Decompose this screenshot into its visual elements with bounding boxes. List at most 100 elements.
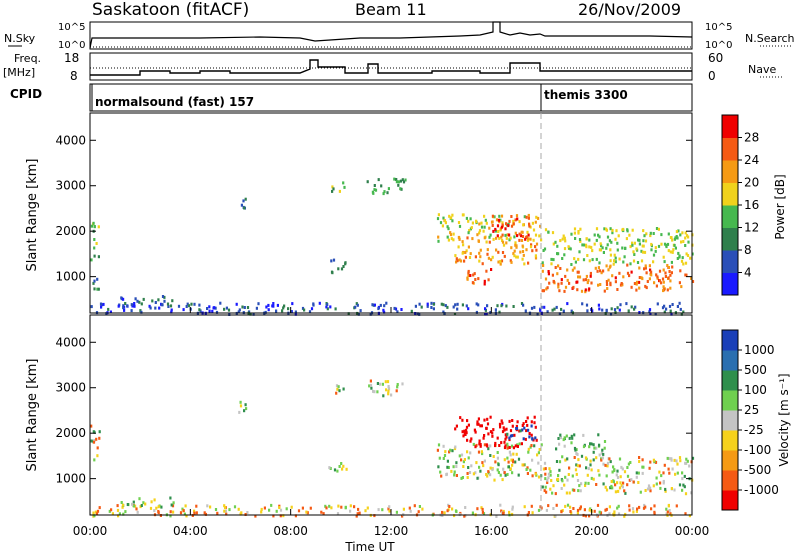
velocity-cell [496, 468, 499, 472]
power-cell [264, 310, 267, 314]
velocity-cell [149, 506, 153, 510]
power-cell [649, 231, 652, 235]
velocity-cb-label: 1000 [744, 343, 775, 357]
velocity-cell [503, 446, 507, 450]
power-cell [466, 236, 469, 240]
power-cell [451, 219, 454, 223]
velocity-cell [489, 473, 492, 477]
power-cell [452, 238, 455, 242]
power-cell [531, 249, 534, 253]
power-cell [648, 310, 651, 314]
power-cell [480, 225, 484, 229]
velocity-cell [647, 484, 651, 488]
power-cell [603, 289, 606, 293]
power-cell [208, 309, 211, 313]
power-cell [679, 307, 682, 311]
power-cell [515, 255, 518, 259]
velocity-cell [98, 430, 101, 434]
power-cell [551, 308, 554, 312]
velocity-cell [92, 430, 95, 434]
power-cell [522, 253, 525, 257]
velocity-cell [590, 476, 593, 480]
power-cell [494, 308, 497, 312]
power-cell [475, 302, 478, 306]
velocity-cell [500, 441, 503, 445]
velocity-cell [437, 465, 440, 469]
velocity-cell [481, 510, 484, 514]
velocity-cell [184, 504, 187, 508]
velocity-swatch [722, 430, 738, 451]
velocity-cell [566, 503, 570, 507]
power-cell [149, 306, 152, 310]
power-cell [521, 244, 524, 248]
velocity-cell [224, 509, 227, 513]
velocity-swatch [722, 410, 738, 431]
velocity-cb-label: 25 [744, 403, 759, 417]
power-cell [616, 288, 619, 291]
power-cell [330, 259, 333, 263]
velocity-cell [676, 471, 679, 475]
power-cell [655, 227, 659, 230]
velocity-cell [336, 512, 340, 516]
power-cell [676, 257, 679, 260]
velocity-cell [364, 509, 367, 513]
velocity-cell [160, 505, 163, 509]
power-cell [308, 310, 312, 314]
velocity-cell [491, 468, 494, 472]
velocity-cell [477, 450, 481, 454]
power-cell [513, 235, 516, 239]
power-cell [485, 221, 488, 225]
power-cell [546, 286, 549, 290]
velocity-cell [439, 470, 442, 474]
power-cell [510, 215, 513, 218]
velocity-cell [328, 466, 331, 470]
velocity-cell [561, 455, 564, 459]
velocity-cell [355, 514, 358, 518]
power-cell [557, 282, 560, 286]
velocity-cell [437, 443, 441, 447]
power-cell [395, 180, 398, 184]
velocity-cell [487, 447, 490, 451]
power-cell [686, 254, 690, 257]
power-cell [469, 252, 472, 256]
velocity-cell [466, 476, 469, 479]
date-title: 26/Nov/2009 [578, 0, 681, 19]
power-cell [670, 312, 673, 316]
power-cell [371, 190, 374, 194]
power-cell [267, 308, 270, 312]
power-cell [520, 239, 524, 242]
velocity-cell [681, 471, 684, 475]
velocity-cell [479, 424, 482, 428]
power-swatch [722, 160, 738, 183]
velocity-cell [472, 472, 475, 476]
velocity-cell [545, 490, 548, 494]
velocity-cell [305, 510, 308, 514]
velocity-cell [224, 506, 227, 509]
velocity-cell [562, 438, 565, 442]
power-cell [556, 244, 559, 248]
velocity-cell [206, 504, 209, 508]
power-cell [533, 305, 536, 309]
power-cell [669, 273, 672, 277]
velocity-cell [554, 492, 557, 496]
power-cell [142, 297, 145, 301]
power-cell [486, 304, 489, 308]
power-cell [516, 234, 519, 238]
velocity-cb-label: -100 [744, 443, 771, 457]
power-cell [586, 254, 589, 257]
velocity-cell [683, 485, 686, 489]
velocity-cell [479, 469, 482, 473]
power-cell [662, 280, 665, 284]
velocity-cell [623, 489, 626, 493]
power-region-5 [331, 181, 346, 193]
velocity-colorbar-label: Velocity [m s⁻¹] [777, 373, 791, 466]
velocity-cell [486, 474, 489, 478]
power-cell [532, 228, 536, 232]
velocity-cell [438, 456, 441, 460]
power-cell [656, 302, 659, 306]
velocity-cell [623, 514, 626, 518]
power-cell [490, 268, 493, 271]
velocity-cell [659, 481, 662, 485]
